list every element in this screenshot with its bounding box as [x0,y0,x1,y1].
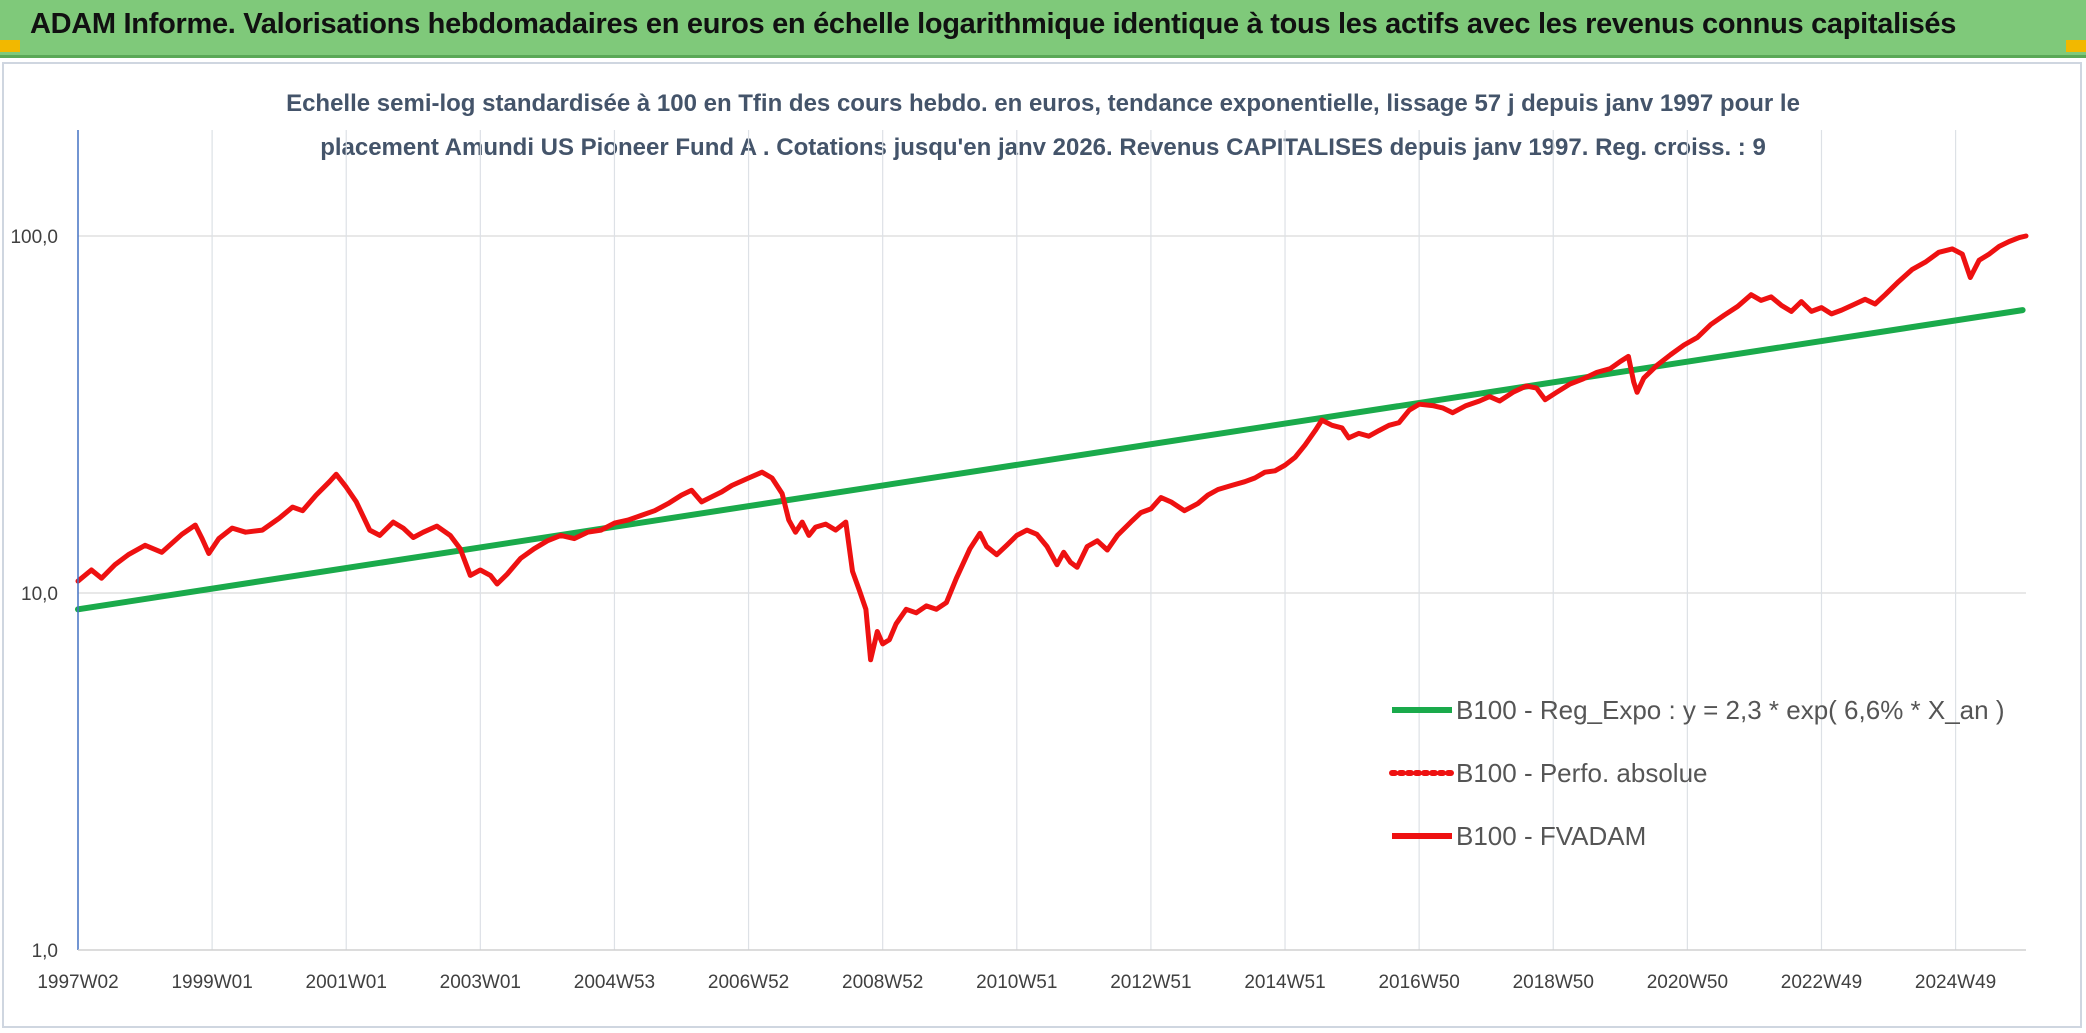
x-tick-label: 2018W50 [1513,972,1594,993]
x-tick-label: 2008W52 [842,972,923,993]
report-banner: ADAM Informe. Valorisations hebdomadaire… [0,0,2086,58]
x-tick-label: 2003W01 [440,972,521,993]
corner-marker-right [2066,40,2086,52]
x-tick-label: 1999W01 [171,972,252,993]
y-tick-label: 1,0 [32,941,58,962]
series-line-0 [75,307,2026,613]
x-tick-label: 2004W53 [574,972,655,993]
chart-frame [2,62,2082,1028]
x-tick-label: 2014W51 [1244,972,1325,993]
x-tick-label: 2012W51 [1110,972,1191,993]
chart-title-line-1: Echelle semi-log standardisée à 100 en T… [286,90,1800,117]
series-line-2 [75,233,2029,663]
x-tick-label: 2022W49 [1781,972,1862,993]
x-tick-label: 2006W52 [708,972,789,993]
x-tick-label: 2016W50 [1378,972,1459,993]
report-title: ADAM Informe. Valorisations hebdomadaire… [30,8,1957,40]
x-tick-label: 2010W51 [976,972,1057,993]
y-tick-label: 10,0 [21,584,58,605]
corner-marker-left [0,40,20,52]
legend-label-0: B100 - Reg_Expo : y = 2,3 * exp( 6,6% * … [1456,695,2005,725]
chart-title-line-2: placement Amundi US Pioneer Fund A . Cot… [320,134,1766,161]
x-tick-label: 2020W50 [1647,972,1728,993]
x-tick-label: 2024W49 [1915,972,1996,993]
legend-label-1: B100 - Perfo. absolue [1456,758,1708,788]
x-tick-label: 1997W02 [37,972,118,993]
legend-label-2: B100 - FVADAM [1456,821,1646,851]
x-tick-label: 2001W01 [306,972,387,993]
y-tick-label: 100,0 [10,227,58,248]
